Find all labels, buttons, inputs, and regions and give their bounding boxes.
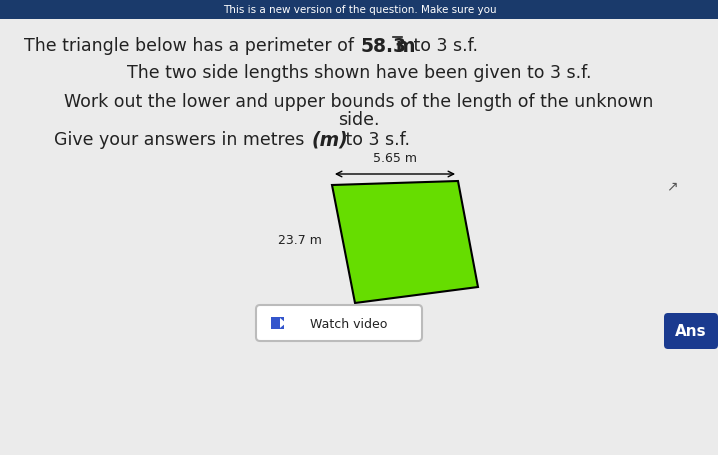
Text: Watch video: Watch video — [302, 317, 388, 330]
Bar — [271, 317, 284, 329]
Text: side.: side. — [338, 111, 380, 129]
Text: The two side lengths shown have been given to 3 s.f.: The two side lengths shown have been giv… — [127, 64, 591, 82]
Text: to 3 s.f.: to 3 s.f. — [408, 37, 478, 55]
Polygon shape — [280, 318, 286, 328]
FancyBboxPatch shape — [664, 313, 718, 349]
Text: 58.3: 58.3 — [361, 36, 407, 56]
FancyBboxPatch shape — [256, 305, 422, 341]
Text: 5.65 m: 5.65 m — [373, 152, 417, 165]
Text: Ans: Ans — [675, 324, 707, 339]
Text: (m): (m) — [312, 130, 349, 149]
Text: This is a new version of the question. Make sure you: This is a new version of the question. M… — [223, 5, 497, 15]
Text: Work out the lower and upper bounds of the length of the unknown: Work out the lower and upper bounds of t… — [65, 93, 653, 111]
Text: $\mathrm{\mathbf{m}}$: $\mathrm{\mathbf{m}}$ — [395, 36, 415, 56]
Polygon shape — [332, 182, 478, 303]
Text: to 3 s.f.: to 3 s.f. — [340, 131, 410, 149]
Bar — [0, 0, 718, 20]
Text: ↗: ↗ — [666, 179, 678, 192]
Text: 23.7 m: 23.7 m — [278, 233, 322, 246]
Text: Give your answers in metres: Give your answers in metres — [54, 131, 310, 149]
Text: The triangle below has a perimeter of: The triangle below has a perimeter of — [24, 37, 359, 55]
